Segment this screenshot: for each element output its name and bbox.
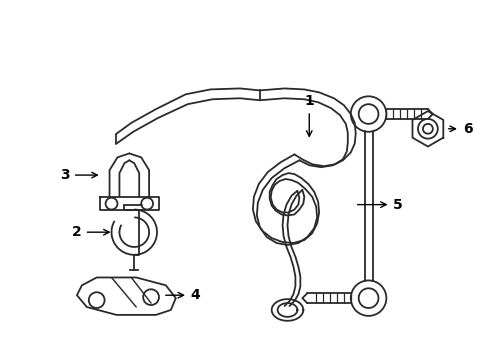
Text: 1: 1	[304, 94, 313, 136]
Text: 5: 5	[357, 198, 402, 212]
Text: 6: 6	[447, 122, 471, 136]
Text: 4: 4	[165, 288, 200, 302]
Text: 3: 3	[60, 168, 97, 182]
Text: 2: 2	[72, 225, 109, 239]
